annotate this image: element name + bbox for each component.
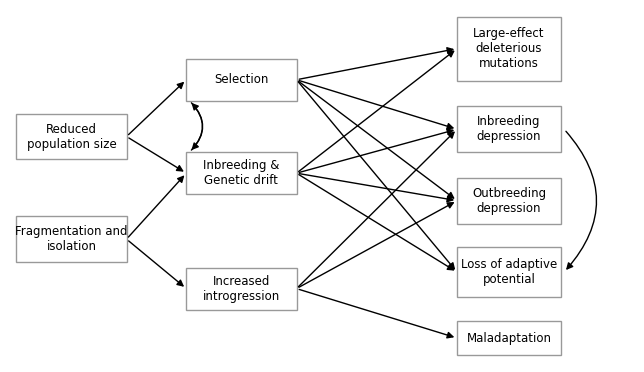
FancyBboxPatch shape: [457, 178, 561, 224]
Text: Reduced
population size: Reduced population size: [26, 122, 117, 151]
Text: Fragmentation and
isolation: Fragmentation and isolation: [15, 225, 128, 253]
FancyBboxPatch shape: [186, 59, 296, 101]
Text: Increased
introgression: Increased introgression: [203, 275, 280, 302]
FancyBboxPatch shape: [16, 113, 126, 160]
Text: Inbreeding &
Genetic drift: Inbreeding & Genetic drift: [204, 159, 279, 187]
Text: Large-effect
deleterious
mutations: Large-effect deleterious mutations: [473, 27, 545, 70]
FancyBboxPatch shape: [457, 321, 561, 356]
Text: Loss of adaptive
potential: Loss of adaptive potential: [461, 258, 557, 286]
Text: Selection: Selection: [214, 73, 269, 86]
FancyBboxPatch shape: [457, 106, 561, 152]
Text: Inbreeding
depression: Inbreeding depression: [477, 115, 541, 143]
FancyBboxPatch shape: [16, 216, 126, 262]
Text: Maladaptation: Maladaptation: [466, 331, 551, 344]
FancyBboxPatch shape: [186, 152, 296, 194]
FancyBboxPatch shape: [186, 267, 296, 310]
FancyBboxPatch shape: [457, 247, 561, 297]
Text: Outbreeding
depression: Outbreeding depression: [472, 187, 546, 215]
FancyBboxPatch shape: [457, 16, 561, 81]
